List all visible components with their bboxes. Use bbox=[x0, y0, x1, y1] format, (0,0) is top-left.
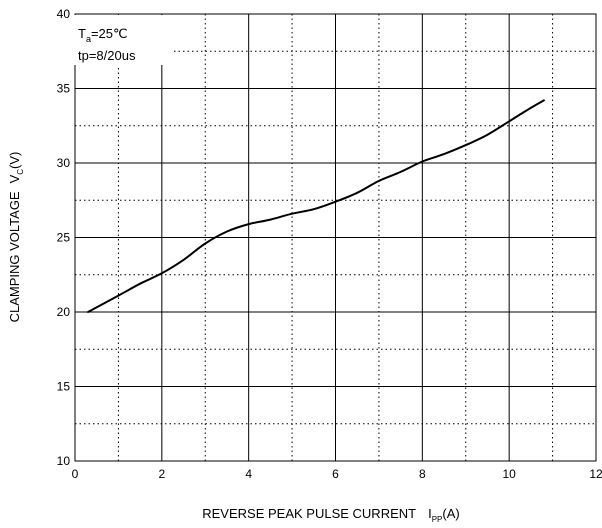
y-axis-title-main: CLAMPING VOLTAGE bbox=[7, 191, 22, 322]
annotation-temp-value: =25℃ bbox=[91, 26, 128, 41]
y-tick-label: 30 bbox=[57, 156, 71, 170]
x-axis-subscript: PP bbox=[432, 515, 443, 524]
annotation-temperature: Ta=25℃ bbox=[78, 26, 128, 44]
y-tick-label: 10 bbox=[57, 454, 71, 468]
x-axis-title: REVERSE PEAK PULSE CURRENT IPP(A) bbox=[202, 506, 459, 524]
x-tick-label: 6 bbox=[332, 467, 339, 481]
x-tick-label: 2 bbox=[158, 467, 165, 481]
y-axis-symbol: V bbox=[7, 174, 22, 183]
x-tick-label: 8 bbox=[419, 467, 426, 481]
x-tick-label: 12 bbox=[589, 467, 602, 481]
y-tick-label: 40 bbox=[57, 7, 71, 21]
y-tick-label: 25 bbox=[57, 231, 71, 245]
major-grid bbox=[75, 14, 596, 461]
y-tick-label: 15 bbox=[57, 380, 71, 394]
x-tick-label: 4 bbox=[245, 467, 252, 481]
clamping-voltage-curve bbox=[87, 99, 545, 313]
x-tick-labels: 0 2 4 6 8 10 12 bbox=[72, 467, 602, 481]
grid bbox=[75, 14, 596, 461]
y-axis-title: CLAMPING VOLTAGE VC(V) bbox=[7, 152, 25, 323]
plot-frame bbox=[74, 13, 597, 462]
x-axis-unit: (A) bbox=[442, 506, 459, 521]
annotation: Ta=25℃ tp=8/20us bbox=[74, 15, 172, 65]
y-axis-subscript: C bbox=[16, 169, 25, 175]
y-axis-unit: (V) bbox=[7, 152, 22, 169]
y-tick-labels: 10 15 20 25 30 35 40 bbox=[57, 7, 71, 468]
x-axis-symbol: I bbox=[428, 506, 432, 521]
annotation-temp-symbol: T bbox=[78, 26, 86, 41]
annotation-pulse: tp=8/20us bbox=[78, 48, 136, 63]
annotation-temp-subscript: a bbox=[86, 34, 91, 44]
y-tick-label: 35 bbox=[57, 82, 71, 96]
x-tick-label: 10 bbox=[502, 467, 516, 481]
x-axis-title-main: REVERSE PEAK PULSE CURRENT bbox=[202, 506, 416, 521]
y-tick-label: 20 bbox=[57, 305, 71, 319]
x-tick-label: 0 bbox=[72, 467, 79, 481]
